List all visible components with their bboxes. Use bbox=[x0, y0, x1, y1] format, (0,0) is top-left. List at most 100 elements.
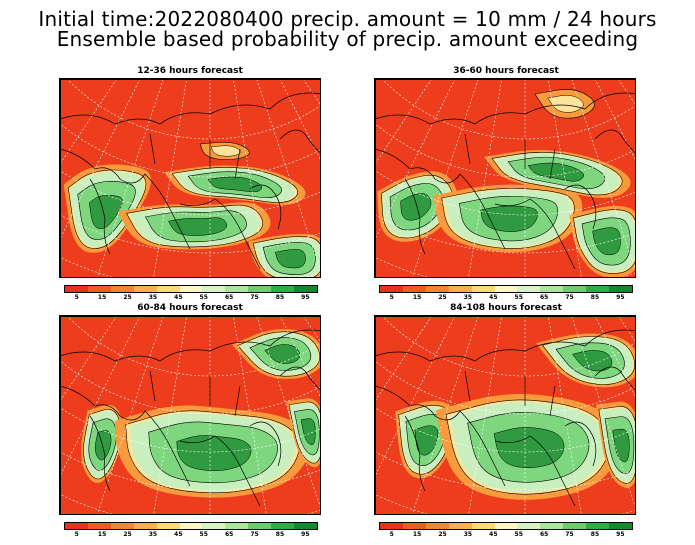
probability-map-12-36 bbox=[59, 78, 321, 278]
colorbar-tick-label: 25 bbox=[438, 294, 447, 301]
figure-title-line-2: Ensemble based probability of precip. am… bbox=[56, 27, 639, 51]
colorbar-segment bbox=[540, 286, 564, 292]
probability-map-36-60 bbox=[374, 78, 636, 278]
colorbar-segment bbox=[225, 523, 249, 529]
probability-map-84-108 bbox=[374, 315, 636, 515]
map-frame bbox=[60, 316, 320, 514]
colorbar-tick-label: 35 bbox=[148, 294, 158, 301]
colorbar-tick-label: 85 bbox=[275, 294, 285, 301]
rain-region-core bbox=[300, 418, 316, 446]
colorbar-segment bbox=[494, 523, 518, 529]
colorbar-tick-label: 5 bbox=[74, 294, 79, 301]
longitude-line bbox=[97, 79, 164, 277]
rain-region-core bbox=[176, 435, 252, 471]
colorbar-tick-label: 55 bbox=[514, 294, 523, 301]
map-canvas bbox=[60, 79, 320, 277]
longitude-line bbox=[594, 79, 635, 160]
colorbar-segment bbox=[586, 523, 610, 529]
colorbar-tick-label: 95 bbox=[616, 531, 625, 538]
colorbar-tick-label: 75 bbox=[565, 531, 574, 538]
colorbar-segment bbox=[110, 286, 134, 292]
colorbar-tick-label: 65 bbox=[224, 531, 234, 538]
colorbar-tick-label: 85 bbox=[590, 294, 600, 301]
colorbar-tick-label: 95 bbox=[301, 531, 310, 538]
colorbar-segment bbox=[609, 523, 632, 529]
colorbar-segment bbox=[202, 286, 226, 292]
panel-title-12-36: 12-36 hours forecast bbox=[137, 66, 243, 76]
colorbar-segment bbox=[471, 523, 495, 529]
longitude-line bbox=[468, 316, 502, 514]
panel-title-60-84: 60-84 hours forecast bbox=[137, 303, 243, 313]
longitude-line bbox=[375, 79, 433, 165]
colorbar-tick-label: 25 bbox=[123, 531, 132, 538]
colorbar-segment bbox=[448, 523, 472, 529]
probability-map-60-84 bbox=[59, 315, 321, 515]
colorbar-segment bbox=[87, 523, 111, 529]
longitude-line bbox=[375, 79, 456, 240]
colorbar-segment bbox=[517, 523, 541, 529]
map-canvas bbox=[60, 316, 320, 514]
rain-region-light bbox=[210, 145, 242, 157]
longitude-line bbox=[279, 79, 320, 160]
colorbar-tick-label: 65 bbox=[224, 294, 234, 301]
longitude-line bbox=[548, 79, 582, 277]
map-frame bbox=[375, 316, 635, 514]
colorbar-segment bbox=[225, 286, 249, 292]
colorbar-labels-60-84: 5 15 25 35 45 55 65 75 85 95 bbox=[64, 530, 318, 539]
colorbar-tick-label: 45 bbox=[174, 531, 183, 538]
colorbar-segment bbox=[402, 523, 426, 529]
longitude-line bbox=[97, 316, 164, 514]
rain-region-core bbox=[400, 193, 432, 221]
coastline bbox=[375, 329, 635, 507]
longitude-line bbox=[571, 79, 635, 270]
colorbar-tick-label: 35 bbox=[463, 531, 473, 538]
longitude-line bbox=[60, 79, 118, 165]
colorbar-segment bbox=[586, 286, 610, 292]
colorbar-segment bbox=[179, 523, 203, 529]
colorbar-segment bbox=[110, 523, 134, 529]
figure-title-line-1: Initial time:2022080400 precip. amount =… bbox=[38, 7, 657, 31]
colorbar-tick-label: 65 bbox=[539, 531, 549, 538]
colorbar-labels-84-108: 5 15 25 35 45 55 65 75 85 95 bbox=[379, 530, 633, 539]
colorbar-segment bbox=[471, 286, 495, 292]
rain-region-core bbox=[94, 430, 112, 461]
colorbar-tick-label: 5 bbox=[389, 531, 394, 538]
colorbar-segment bbox=[294, 523, 317, 529]
longitude-line bbox=[375, 316, 433, 402]
map-canvas bbox=[375, 316, 635, 514]
rain-region-core bbox=[207, 176, 263, 193]
longitude-line bbox=[153, 79, 187, 277]
longitude-line bbox=[233, 79, 267, 277]
colorbar-segment bbox=[563, 523, 587, 529]
colorbar-tick-label: 45 bbox=[489, 531, 498, 538]
colorbar-tick-label: 5 bbox=[389, 294, 394, 301]
colorbar-tick-label: 35 bbox=[463, 294, 473, 301]
longitude-line bbox=[60, 79, 141, 240]
colorbar-segment bbox=[156, 523, 180, 529]
longitude-line bbox=[279, 316, 320, 397]
panel-title-84-108: 84-108 hours forecast bbox=[450, 303, 562, 313]
colorbar-segment bbox=[65, 523, 88, 529]
colorbar-segment bbox=[517, 286, 541, 292]
colorbar-60-84 bbox=[64, 522, 318, 530]
colorbar-84-108 bbox=[379, 522, 633, 530]
colorbar-tick-label: 95 bbox=[616, 294, 625, 301]
colorbar-36-60 bbox=[379, 285, 633, 293]
colorbar-tick-label: 15 bbox=[97, 294, 107, 301]
colorbar-tick-label: 95 bbox=[301, 294, 310, 301]
colorbar-tick-label: 45 bbox=[489, 294, 498, 301]
colorbar-tick-label: 25 bbox=[438, 531, 447, 538]
colorbar-segment bbox=[202, 523, 226, 529]
colorbar-segment bbox=[380, 286, 403, 292]
colorbar-tick-label: 75 bbox=[250, 294, 259, 301]
colorbar-tick-label: 65 bbox=[539, 294, 549, 301]
colorbar-segment bbox=[494, 286, 518, 292]
longitude-line bbox=[60, 316, 118, 402]
colorbar-segment bbox=[248, 286, 272, 292]
longitude-line bbox=[548, 316, 582, 514]
colorbar-12-36 bbox=[64, 285, 318, 293]
rain-region-light bbox=[547, 95, 584, 113]
map-frame bbox=[60, 79, 320, 277]
colorbar-tick-label: 15 bbox=[412, 531, 422, 538]
longitude-line bbox=[153, 316, 187, 514]
